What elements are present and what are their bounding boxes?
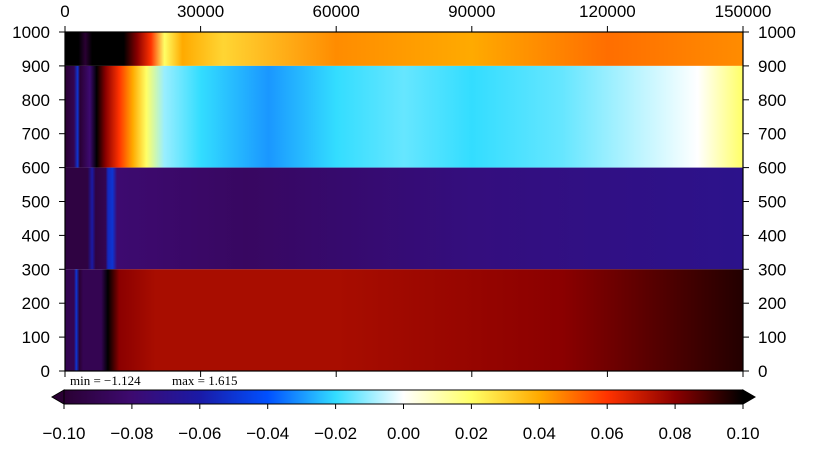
y-tick-label-right: 200: [758, 294, 786, 313]
y-tick-label-right: 100: [758, 328, 786, 347]
colorbar-tick-label: −0.06: [178, 424, 221, 443]
colorbar-tick-label: 0.08: [659, 424, 692, 443]
colorbar-tick-label: −0.04: [246, 424, 289, 443]
min-label: min = −1.124: [70, 373, 141, 388]
y-tick-label-right: 600: [758, 159, 786, 178]
x-tick-label: 90000: [448, 2, 495, 21]
colorbar-tick-label: −0.08: [110, 424, 153, 443]
y-tick-label-left: 900: [22, 57, 50, 76]
colorbar-tick-label: −0.02: [314, 424, 357, 443]
y-tick-label-left: 1000: [12, 23, 50, 42]
heatmap-band: [65, 32, 743, 66]
x-tick-label: 60000: [313, 2, 360, 21]
x-tick-label: 0: [60, 2, 69, 21]
y-tick-label-left: 300: [22, 260, 50, 279]
x-tick-label: 150000: [715, 2, 772, 21]
y-tick-label-left: 0: [41, 362, 50, 381]
y-tick-label-left: 200: [22, 294, 50, 313]
y-tick-label-right: 500: [758, 193, 786, 212]
heatmap-band: [65, 65, 743, 168]
colorbar-tick-label: 0.04: [523, 424, 556, 443]
colorbar-low-arrow: [51, 389, 65, 405]
axis-tick-labels: 0 30000 60000 90000 120000 150000 0 0 100 100 200 2…: [12, 2, 796, 381]
y-tick-label-right: 900: [758, 57, 786, 76]
y-tick-label-right: 800: [758, 91, 786, 110]
axis-ticks: [59, 26, 749, 377]
colorbar-tick-label: 0.00: [387, 424, 420, 443]
y-tick-label-left: 100: [22, 328, 50, 347]
y-tick-label-left: 400: [22, 226, 50, 245]
y-tick-label-right: 400: [758, 226, 786, 245]
colorbar-high-arrow: [742, 389, 756, 405]
y-tick-label-right: 300: [758, 260, 786, 279]
y-tick-label-left: 700: [22, 125, 50, 144]
heatmap-bands: [64, 31, 744, 372]
y-tick-label-right: 700: [758, 125, 786, 144]
y-tick-label-left: 500: [22, 193, 50, 212]
colorbar-tick-label: −0.10: [42, 424, 85, 443]
heatmap-band: [65, 269, 743, 371]
colorbar-tick-label: 0.10: [726, 424, 759, 443]
x-tick-label: 120000: [579, 2, 636, 21]
x-tick-label: 30000: [177, 2, 224, 21]
colorbar-tick-label: 0.02: [455, 424, 488, 443]
y-tick-label-left: 600: [22, 159, 50, 178]
heatmap-band: [65, 167, 743, 270]
max-label: max = 1.615: [172, 373, 237, 388]
y-tick-label-right: 1000: [758, 23, 796, 42]
colorbar: −0.10 −0.08 −0.06 −0.04 −0.02 0.00 0.02 0.04 0.0…: [42, 389, 760, 443]
colorbar-strip: [63, 389, 744, 405]
y-tick-label-left: 800: [22, 91, 50, 110]
colorbar-tick-label: 0.06: [591, 424, 624, 443]
y-tick-label-right: 0: [758, 362, 767, 381]
